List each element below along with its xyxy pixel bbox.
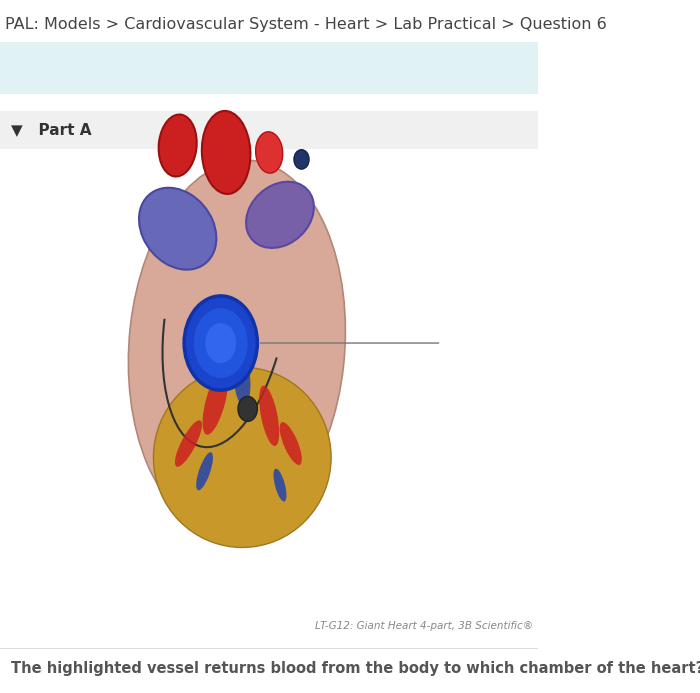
- Text: LT-G12: Giant Heart 4-part, 3B Scientific®: LT-G12: Giant Heart 4-part, 3B Scientifi…: [315, 621, 533, 631]
- Ellipse shape: [128, 160, 345, 533]
- Circle shape: [238, 396, 258, 421]
- Circle shape: [193, 307, 248, 379]
- Text: The highlighted vessel returns blood from the body to which chamber of the heart: The highlighted vessel returns blood fro…: [10, 660, 700, 676]
- Text: ▼   Part A: ▼ Part A: [10, 123, 91, 137]
- Ellipse shape: [159, 114, 197, 177]
- Ellipse shape: [234, 357, 251, 405]
- Ellipse shape: [202, 111, 251, 194]
- Ellipse shape: [274, 468, 286, 502]
- Ellipse shape: [139, 188, 216, 270]
- Ellipse shape: [175, 420, 202, 467]
- FancyBboxPatch shape: [0, 111, 538, 149]
- Text: PAL: Models > Cardiovascular System - Heart > Lab Practical > Question 6: PAL: Models > Cardiovascular System - He…: [6, 17, 607, 33]
- Circle shape: [184, 296, 258, 390]
- Circle shape: [204, 322, 237, 364]
- Ellipse shape: [246, 182, 314, 248]
- Ellipse shape: [202, 369, 228, 435]
- Ellipse shape: [256, 132, 283, 173]
- Circle shape: [294, 150, 309, 169]
- Ellipse shape: [153, 367, 331, 547]
- Ellipse shape: [196, 452, 213, 491]
- Ellipse shape: [280, 422, 302, 465]
- FancyBboxPatch shape: [0, 42, 538, 94]
- Ellipse shape: [259, 385, 279, 446]
